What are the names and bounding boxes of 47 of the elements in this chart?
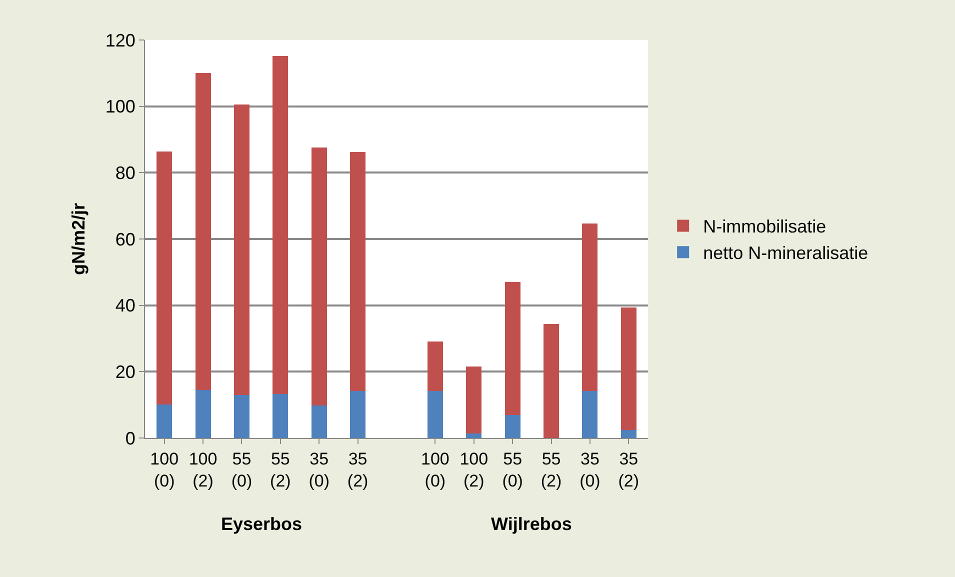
x-tick-label: 100 (0) <box>421 449 450 490</box>
x-tick-label: 100 (2) <box>460 449 488 490</box>
bar <box>504 282 520 416</box>
bar <box>350 390 366 438</box>
bar <box>620 308 636 430</box>
bar <box>620 430 636 438</box>
y-tick-label: 80 <box>115 162 136 183</box>
bar <box>350 152 366 391</box>
bar <box>582 223 598 392</box>
y-axis-title: gN/m2/jr <box>68 202 89 276</box>
x-tick-label: 55 (2) <box>540 449 562 490</box>
bar <box>234 394 250 438</box>
bar <box>195 390 211 438</box>
bar <box>156 404 172 438</box>
legend-label: netto N-mineralisatie <box>703 243 868 264</box>
bar <box>466 434 482 438</box>
y-tick-label: 60 <box>115 229 136 250</box>
x-tick-label: 55 (2) <box>270 449 291 490</box>
text: Eyserbos <box>221 514 302 534</box>
x-tick-label: 55 (0) <box>502 449 523 490</box>
y-tick-label: 120 <box>105 30 136 50</box>
x-tick-label: 100 (2) <box>188 449 218 490</box>
bar <box>195 72 211 390</box>
bar <box>234 104 250 395</box>
x-tick-label: 35 (0) <box>308 449 330 490</box>
x-tick-label: 35 (2) <box>618 449 640 490</box>
bar <box>582 391 598 438</box>
bar <box>504 415 520 438</box>
y-tick-label: 0 <box>125 428 136 448</box>
x-tick-label: 35 (0) <box>580 449 600 490</box>
x-tick-label: 35 (2) <box>347 449 368 490</box>
bar <box>544 324 560 438</box>
bar <box>272 394 288 438</box>
bar <box>156 151 172 404</box>
legend-label: N-immobilisatie <box>703 216 826 237</box>
y-tick-label: 100 <box>105 96 136 117</box>
x-tick-label: 100 (0) <box>150 449 179 490</box>
text: Wijlrebos <box>491 514 572 534</box>
x-tick-label: 55 (0) <box>231 449 252 490</box>
bar <box>311 406 327 438</box>
y-tick-label: 40 <box>115 296 136 316</box>
bar <box>466 366 482 434</box>
bar <box>427 391 443 438</box>
bar <box>272 56 288 394</box>
bar <box>311 147 327 406</box>
y-tick-label: 20 <box>115 362 136 382</box>
bar <box>427 341 443 392</box>
